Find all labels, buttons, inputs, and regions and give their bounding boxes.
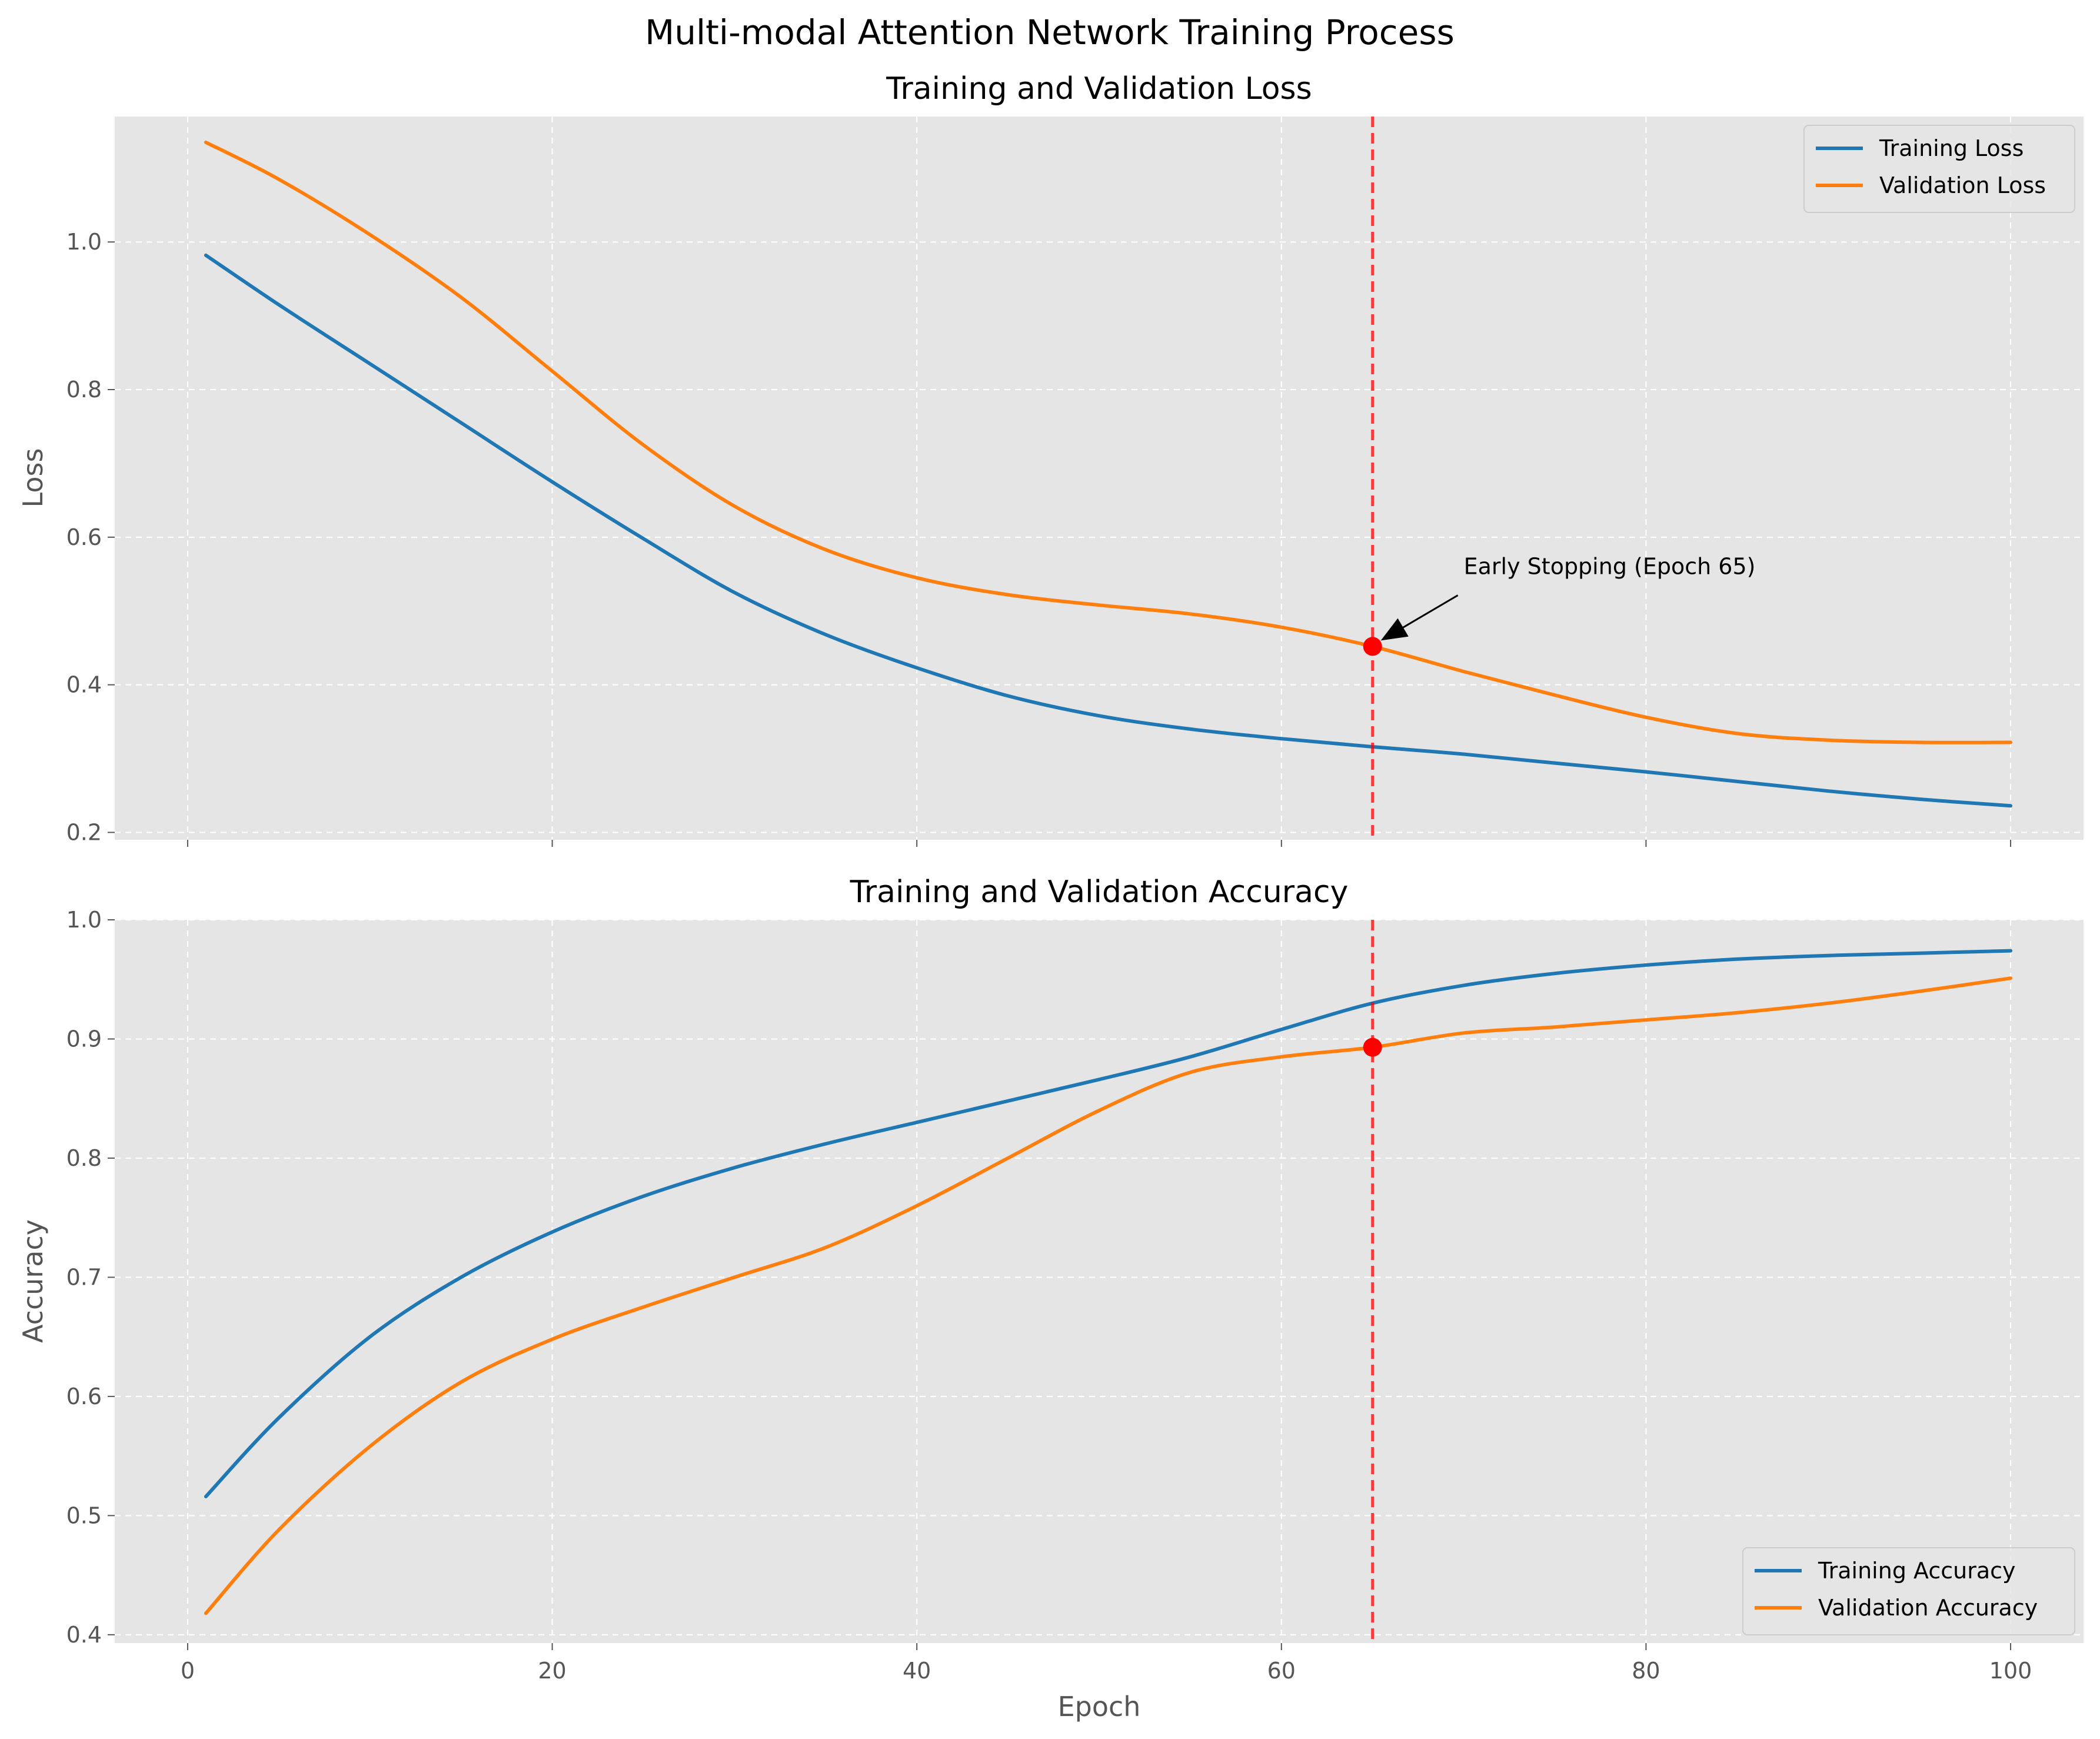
accuracy-lines — [204, 949, 2013, 1615]
loss-plot-area — [115, 117, 2084, 840]
accuracy-y-tick-label-2: 0.6 — [66, 1384, 102, 1409]
accuracy-y-tick-label-5: 0.9 — [66, 1026, 102, 1052]
loss-y-tick-label-1: 0.4 — [66, 672, 102, 698]
accuracy-y-tick-label-6: 1.0 — [66, 907, 102, 933]
accuracy-x-tick-label-40: 40 — [903, 1658, 931, 1684]
x-axis-label: Epoch — [1058, 1691, 1141, 1723]
accuracy-early-stop-marker — [1363, 1038, 1382, 1057]
loss-legend-box — [1803, 125, 2075, 213]
loss-grid — [115, 117, 2084, 840]
accuracy-legend-box — [1742, 1547, 2075, 1635]
accuracy-x-tick-label-20: 20 — [538, 1658, 566, 1684]
series-line-training-loss — [204, 253, 2013, 808]
loss-early-stop — [1363, 117, 1382, 840]
legend-label-validation-accuracy: Validation Accuracy — [1818, 1595, 2038, 1621]
annotation-text: Early Stopping (Epoch 65) — [1464, 554, 1756, 580]
series-line-training-accuracy — [204, 949, 2013, 1498]
series-line-validation-accuracy — [204, 976, 2013, 1615]
accuracy-y-tick-label-4: 0.8 — [66, 1145, 102, 1171]
legend-label-training-accuracy: Training Accuracy — [1818, 1558, 2016, 1584]
loss-y-axis-label: Loss — [17, 448, 49, 508]
accuracy-y-tick-label-3: 0.7 — [66, 1264, 102, 1290]
annotation-arrow-shaft — [1402, 594, 1459, 629]
accuracy-plot-area — [115, 920, 2084, 1643]
accuracy-legend: Training Accuracy Validation Accuracy — [1742, 1547, 2075, 1635]
loss-early-stop-marker — [1363, 637, 1382, 656]
loss-y-tick-label-3: 0.8 — [66, 377, 102, 403]
legend-label-training-loss: Training Loss — [1879, 135, 2024, 161]
accuracy-early-stop — [1363, 920, 1382, 1643]
loss-legend: Training Loss Validation Loss — [1803, 125, 2075, 213]
accuracy-panel: Training and Validation Accuracy Accurac… — [17, 875, 2084, 1723]
accuracy-y-tick-label-0: 0.4 — [66, 1622, 102, 1648]
accuracy-ticks: 0 20 40 60 80 100 0.4 0.5 0.6 0.7 0.8 0.9 1.0 — [66, 907, 2032, 1684]
accuracy-y-axis-label: Accuracy — [17, 1219, 49, 1343]
accuracy-x-tick-label-0: 0 — [181, 1658, 195, 1684]
loss-panel-title: Training and Validation Loss — [886, 71, 1312, 107]
loss-panel: Training and Validation Loss Loss 0.2 0.4… — [17, 71, 2084, 847]
accuracy-x-tick-label-80: 80 — [1632, 1658, 1660, 1684]
accuracy-panel-title: Training and Validation Accuracy — [850, 875, 1349, 910]
loss-y-tick-label-0: 0.2 — [66, 819, 102, 845]
annotation-arrow-head — [1380, 618, 1409, 641]
loss-ticks: 0.2 0.4 0.6 0.8 1.0 — [66, 229, 2012, 847]
figure-title: Multi-modal Attention Network Training P… — [645, 12, 1455, 52]
legend-label-validation-loss: Validation Loss — [1879, 172, 2046, 198]
loss-y-tick-label-4: 1.0 — [66, 229, 102, 255]
accuracy-x-tick-label-60: 60 — [1267, 1658, 1296, 1684]
loss-y-tick-label-2: 0.6 — [66, 524, 102, 550]
accuracy-y-tick-label-1: 0.5 — [66, 1502, 102, 1528]
accuracy-x-tick-label-100: 100 — [1989, 1658, 2032, 1684]
loss-lines — [204, 140, 2013, 808]
accuracy-grid — [115, 919, 2084, 1643]
loss-annotation: Early Stopping (Epoch 65) — [1380, 554, 1756, 641]
series-line-validation-loss — [204, 140, 2013, 744]
